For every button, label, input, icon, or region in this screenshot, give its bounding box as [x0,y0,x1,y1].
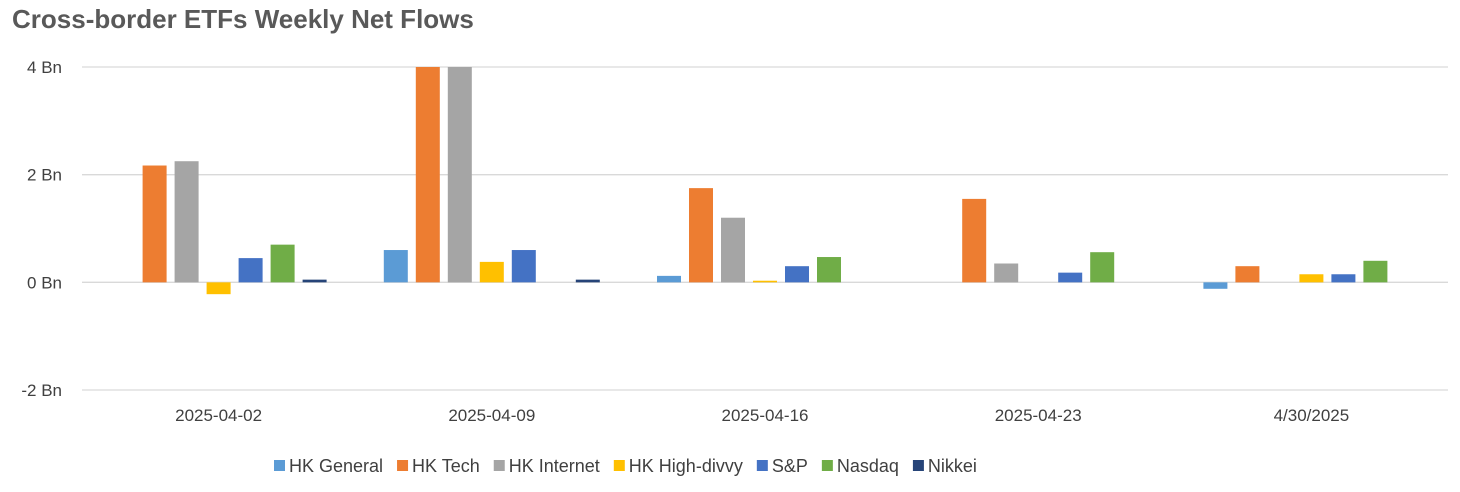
bar [721,217,745,283]
y-tick-label: -2 Bn [21,381,62,400]
legend-label: HK High-divvy [629,456,743,476]
bar [575,279,600,283]
legend-swatch [274,460,285,471]
bar [302,279,327,283]
legend-label: HK Internet [509,456,600,476]
bar [206,282,231,295]
bar [1235,266,1260,283]
bar [415,67,440,283]
y-tick-label: 0 Bn [27,273,62,292]
bar [1331,274,1356,283]
bar [238,258,263,283]
x-tick-label: 4/30/2025 [1274,406,1350,425]
bar [657,275,681,283]
x-axis-tick-labels: 2025-04-02 2025-04-09 2025-04-16 2025-04-23… [175,406,1349,425]
x-tick-label: 2025-04-02 [175,406,262,425]
bar [270,244,295,283]
legend-label: Nikkei [928,456,977,476]
chart-title: Cross-border ETFs Weekly Net Flows [12,4,474,34]
legend-label: HK General [289,456,383,476]
bar [753,280,777,283]
y-tick-label: 2 Bn [27,166,62,185]
x-tick-label: 2025-04-16 [722,406,809,425]
bar [511,250,536,283]
bar [785,266,809,283]
bar [1090,252,1115,283]
legend-swatch [756,460,768,471]
bar [447,67,472,283]
x-tick-label: 2025-04-09 [448,406,535,425]
gridlines [82,66,1448,391]
x-tick-label: 2025-04-23 [995,406,1082,425]
bars [142,67,1388,295]
legend-label: S&P [772,456,808,476]
bar [994,263,1019,283]
y-axis-tick-labels: -2 Bn 0 Bn 2 Bn 4 Bn [21,58,62,400]
bar [174,161,199,283]
bar [479,261,504,283]
legend-swatch [912,460,924,471]
legend-swatch [493,460,505,471]
bar [689,188,713,283]
y-tick-label: 4 Bn [27,58,62,77]
legend-swatch [613,460,625,471]
bar [142,165,167,283]
bar [962,198,987,283]
bar [1299,274,1324,283]
bar [1203,282,1228,289]
bar [817,257,841,283]
legend-swatch [397,460,409,471]
bar [383,250,408,283]
bar [1058,272,1083,283]
legend: HK General HK Tech HK Internet HK High-divv… [274,456,977,476]
legend-label: HK Tech [412,456,480,476]
legend-label: Nasdaq [837,456,899,476]
legend-swatch [821,460,833,471]
bar [1363,260,1388,283]
